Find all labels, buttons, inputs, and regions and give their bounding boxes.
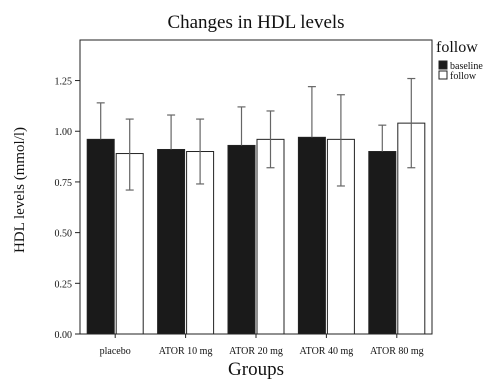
- y-axis-label: HDL levels (mmol/l): [12, 127, 28, 253]
- legend: follow baseline follow: [436, 39, 483, 82]
- legend-label-follow: follow: [450, 71, 477, 82]
- bar-baseline: [227, 144, 256, 335]
- x-axis: placebo ATOR 10 mg ATOR 20 mg ATOR 40 mg ATO…: [100, 334, 424, 357]
- x-tick-label: ATOR 80 mg: [370, 346, 424, 357]
- x-axis-label: Groups: [228, 359, 284, 380]
- bar-baseline: [86, 138, 115, 335]
- bar-baseline: [297, 136, 326, 335]
- x-tick-label: ATOR 20 mg: [229, 346, 283, 357]
- bar-baseline: [157, 148, 186, 335]
- chart-title: Changes in HDL levels: [167, 12, 344, 33]
- bar-follow: [256, 138, 285, 335]
- x-tick-label: ATOR 10 mg: [159, 346, 213, 357]
- legend-swatch-follow: [438, 70, 448, 80]
- bar-series: [86, 77, 426, 335]
- x-tick-label: placebo: [100, 346, 131, 357]
- x-tick-label: ATOR 40 mg: [300, 346, 354, 357]
- legend-swatch-baseline: [438, 60, 448, 70]
- y-tick-label: 1.25: [55, 77, 73, 88]
- y-tick-label: 0.25: [55, 279, 73, 290]
- y-axis: 0.00 0.25 0.50 0.75 1.00 1.25: [55, 77, 80, 341]
- y-tick-label: 0.50: [55, 229, 73, 240]
- bar-baseline: [368, 151, 397, 335]
- y-tick-label: 0.00: [55, 330, 73, 341]
- bar-follow: [186, 151, 215, 335]
- y-tick-label: 1.00: [55, 127, 73, 138]
- legend-label-baseline: baseline: [450, 61, 483, 72]
- y-tick-label: 0.75: [55, 178, 73, 189]
- legend-title: follow: [436, 39, 478, 56]
